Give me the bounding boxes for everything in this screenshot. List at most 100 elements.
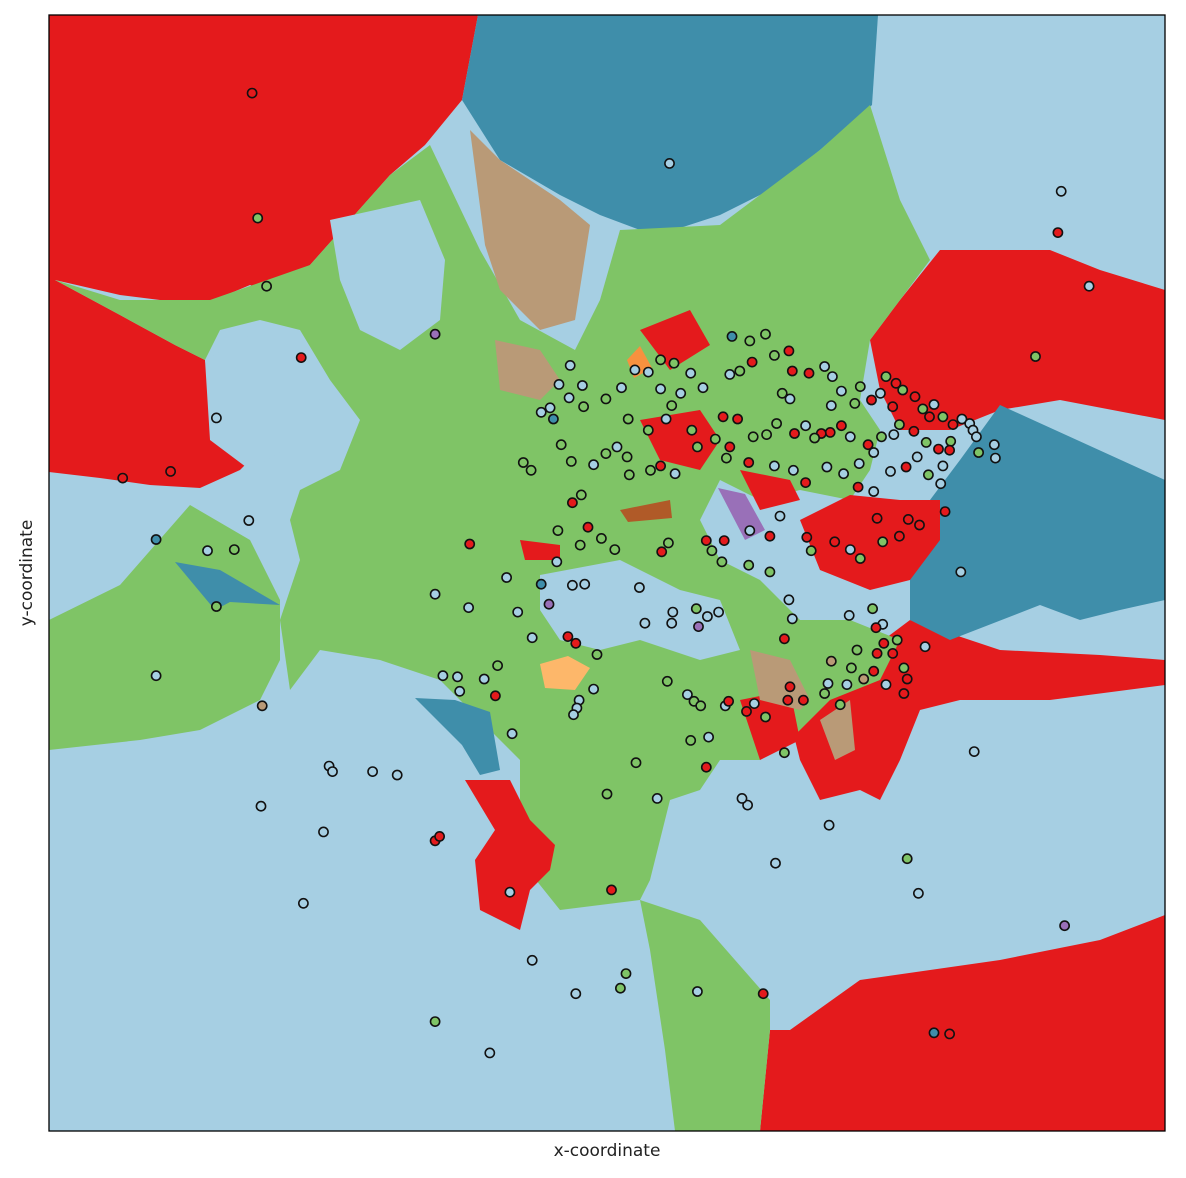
- data-point-56: [685, 735, 697, 746]
- data-point-96: [760, 711, 771, 723]
- data-point-203: [990, 452, 1001, 464]
- data-points: [117, 87, 1095, 1059]
- data-point-33: [255, 800, 267, 812]
- data-point-249: [669, 468, 681, 480]
- data-point-221: [789, 428, 800, 439]
- data-point-101: [782, 694, 794, 706]
- data-point-144: [844, 544, 856, 555]
- region-green-left: [49, 505, 280, 750]
- data-point-239: [911, 451, 923, 463]
- data-point-111: [880, 679, 892, 690]
- data-point-162: [600, 448, 612, 459]
- data-point-240: [923, 469, 934, 481]
- data-point-193: [917, 403, 929, 415]
- region-brown: [620, 500, 672, 522]
- data-point-224: [747, 431, 759, 443]
- data-point-90: [661, 675, 673, 687]
- data-point-121: [786, 613, 798, 625]
- data-point-183: [825, 400, 837, 411]
- data-point-91: [682, 689, 693, 700]
- data-point-243: [776, 387, 788, 399]
- data-point-260: [577, 380, 588, 391]
- data-point-120: [783, 594, 795, 606]
- data-point-261: [563, 392, 575, 404]
- data-point-152: [574, 539, 586, 551]
- data-point-171: [734, 365, 746, 377]
- data-point-3: [295, 352, 307, 363]
- data-point-117: [919, 641, 931, 653]
- data-point-201: [971, 431, 982, 443]
- data-point-142: [871, 512, 883, 524]
- data-point-82: [634, 582, 645, 593]
- data-point-158: [555, 439, 567, 451]
- data-point-112: [825, 655, 837, 667]
- data-point-207: [933, 443, 944, 455]
- data-point-93: [695, 700, 707, 712]
- data-point-60: [568, 709, 579, 721]
- data-point-28: [944, 1028, 955, 1040]
- data-point-212: [876, 431, 887, 443]
- data-point-267: [655, 354, 666, 366]
- data-point-155: [567, 497, 578, 509]
- data-point-5: [165, 465, 176, 477]
- data-point-20: [937, 460, 949, 472]
- data-point-233: [838, 468, 849, 480]
- data-point-31: [318, 826, 329, 838]
- data-point-136: [801, 531, 813, 543]
- data-point-73: [535, 578, 547, 590]
- data-point-220: [800, 420, 811, 432]
- data-point-148: [656, 546, 668, 558]
- data-point-7: [150, 534, 162, 545]
- data-point-30: [327, 766, 338, 777]
- data-point-124: [867, 603, 878, 615]
- data-point-230: [788, 464, 799, 476]
- data-point-167: [675, 387, 687, 399]
- data-point-234: [853, 458, 865, 469]
- data-point-74: [501, 572, 512, 583]
- data-point-237: [885, 465, 896, 477]
- data-point-64: [526, 632, 538, 644]
- data-point-145: [764, 566, 776, 578]
- data-point-53: [601, 788, 613, 800]
- region-red-bottom-right: [760, 915, 1165, 1131]
- region-green-bottom: [640, 900, 770, 1131]
- region-red-center-bottom: [465, 780, 555, 930]
- data-point-219: [809, 432, 820, 444]
- data-point-174: [744, 335, 756, 347]
- region-tan-lower2: [820, 700, 855, 760]
- data-point-67: [452, 671, 463, 683]
- data-point-0: [246, 87, 258, 99]
- data-point-62: [591, 649, 603, 660]
- data-point-161: [517, 457, 529, 468]
- data-point-36: [367, 766, 378, 777]
- data-point-248: [660, 413, 672, 425]
- data-point-130: [706, 545, 718, 557]
- data-point-191: [887, 401, 899, 413]
- data-point-137: [829, 536, 841, 548]
- data-point-40: [570, 988, 582, 1000]
- data-point-79: [551, 556, 563, 568]
- data-point-168: [697, 382, 709, 394]
- data-point-205: [945, 435, 957, 447]
- data-point-86: [690, 603, 702, 615]
- data-point-157: [565, 455, 577, 467]
- data-point-84: [667, 606, 679, 618]
- data-point-229: [769, 460, 780, 472]
- data-point-173: [726, 330, 738, 342]
- data-point-151: [596, 533, 607, 544]
- data-point-188: [880, 371, 892, 382]
- data-point-6: [117, 472, 129, 484]
- data-point-18: [1083, 280, 1095, 292]
- data-point-105: [784, 681, 796, 693]
- data-point-164: [642, 424, 654, 436]
- data-point-259: [564, 359, 576, 371]
- data-point-44: [484, 1047, 496, 1059]
- data-point-113: [871, 648, 883, 659]
- data-point-140: [902, 514, 914, 525]
- x-axis-label: x-coordinate: [554, 1141, 661, 1161]
- data-point-186: [866, 394, 877, 406]
- data-point-134: [764, 530, 776, 542]
- data-point-223: [761, 429, 772, 440]
- data-point-68: [478, 673, 490, 685]
- data-point-143: [854, 553, 866, 564]
